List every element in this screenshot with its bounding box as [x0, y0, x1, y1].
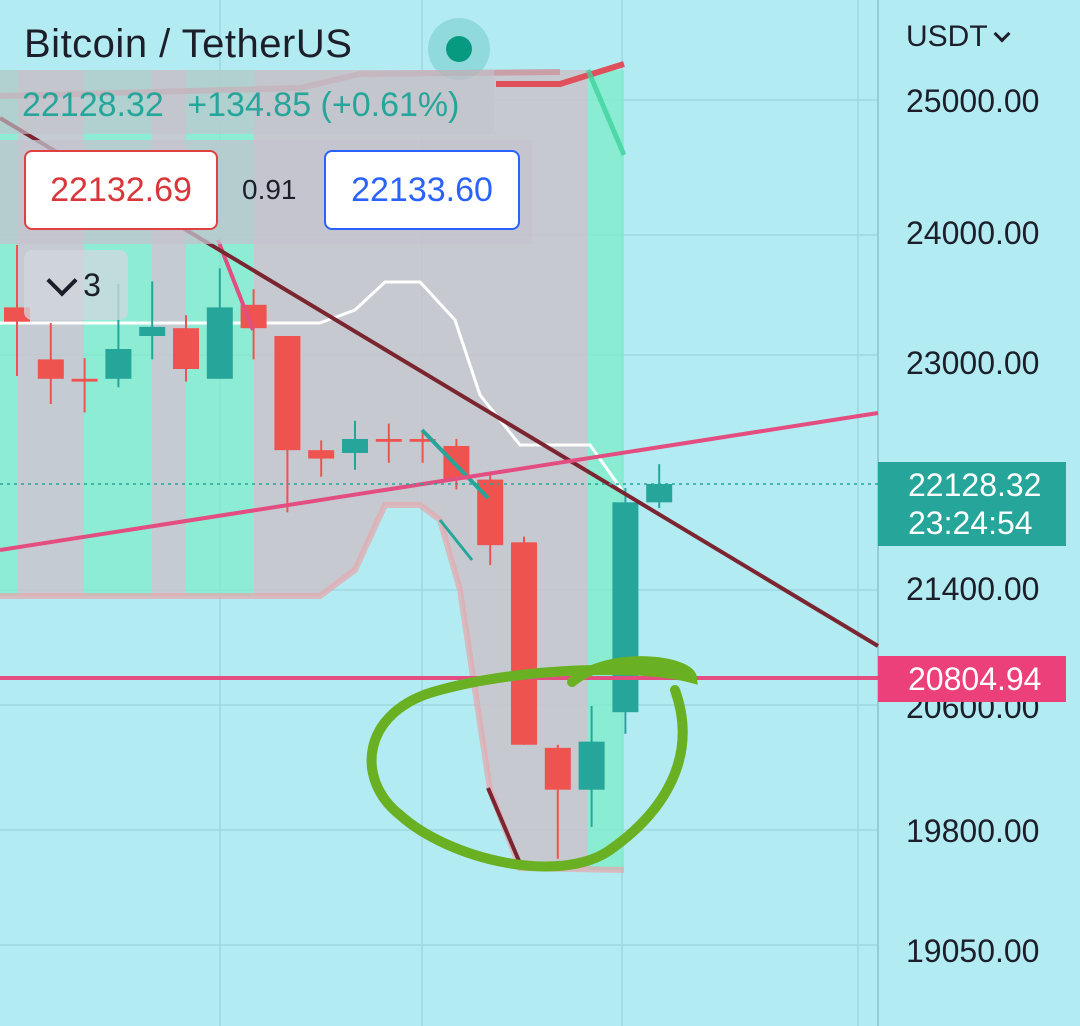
short-trend-segment: [420, 428, 490, 500]
support-line-price-tag: 20804.94: [878, 656, 1066, 702]
buy-button[interactable]: 22133.60: [324, 150, 520, 230]
hand-drawn-circle-annotation: [366, 656, 698, 872]
candle-body[interactable]: [578, 741, 605, 790]
candle-body[interactable]: [646, 484, 673, 503]
candle-body[interactable]: [375, 438, 402, 442]
candle-body[interactable]: [409, 438, 436, 442]
ichimoku-line: [0, 280, 624, 491]
price-axis-tick-label: 21400.00: [906, 571, 1039, 607]
candle-body[interactable]: [37, 359, 64, 379]
symbol-title[interactable]: Bitcoin / TetherUS: [24, 22, 353, 66]
candle-body[interactable]: [139, 326, 166, 336]
chevron-down-icon: [46, 265, 78, 297]
price-axis-labels: 25000.0024000.0023000.0021400.0020600.00…: [906, 83, 1039, 969]
chevron-down-icon: [993, 25, 1011, 43]
ascending-trend-line: [0, 411, 879, 552]
price-change: +134.85 (+0.61%): [187, 86, 460, 124]
countdown-label: 23:24:54: [908, 505, 1033, 541]
price-info-panel: [0, 70, 494, 134]
candle-body[interactable]: [274, 336, 301, 451]
candle-body[interactable]: [71, 378, 98, 382]
red-top-line: [496, 61, 625, 87]
live-status-icon: [428, 18, 490, 80]
price-axis-tick-label: 19800.00: [906, 813, 1039, 849]
candle-body[interactable]: [206, 307, 233, 379]
candle-body[interactable]: [612, 502, 639, 713]
last-price-change: 22128.32 +134.85 (+0.61%): [22, 86, 459, 125]
short-trend-segment: [438, 519, 474, 561]
price-axis-tick-label: 24000.00: [906, 215, 1039, 251]
spread-value: 0.91: [242, 174, 297, 205]
price-axis-tick-label: 19050.00: [906, 933, 1039, 969]
sell-button[interactable]: 22132.69: [24, 150, 218, 230]
band-gray: [254, 70, 588, 868]
indicators-toggle-button[interactable]: 3: [24, 250, 128, 320]
current-price-tag: 22128.32 23:24:54: [878, 462, 1066, 546]
last-price: 22128.32: [22, 86, 164, 124]
candle-body[interactable]: [105, 349, 132, 379]
short-trend-segment: [216, 239, 255, 331]
short-trend-segment: [486, 787, 524, 869]
candle-body[interactable]: [342, 438, 368, 453]
green-top-line: [585, 69, 627, 156]
candle-body[interactable]: [4, 307, 30, 322]
price-axis-tick-label: 25000.00: [906, 83, 1039, 119]
candle-body[interactable]: [308, 450, 335, 459]
currency-selector[interactable]: USDT: [906, 20, 1011, 54]
candle-body[interactable]: [173, 328, 199, 369]
candle-body[interactable]: [544, 747, 571, 790]
indicators-count: 3: [83, 266, 101, 303]
candle-body[interactable]: [511, 542, 537, 745]
currency-label: USDT: [906, 20, 988, 53]
current-price-label: 22128.32: [908, 467, 1042, 503]
price-axis-tick-label: 23000.00: [906, 345, 1039, 381]
